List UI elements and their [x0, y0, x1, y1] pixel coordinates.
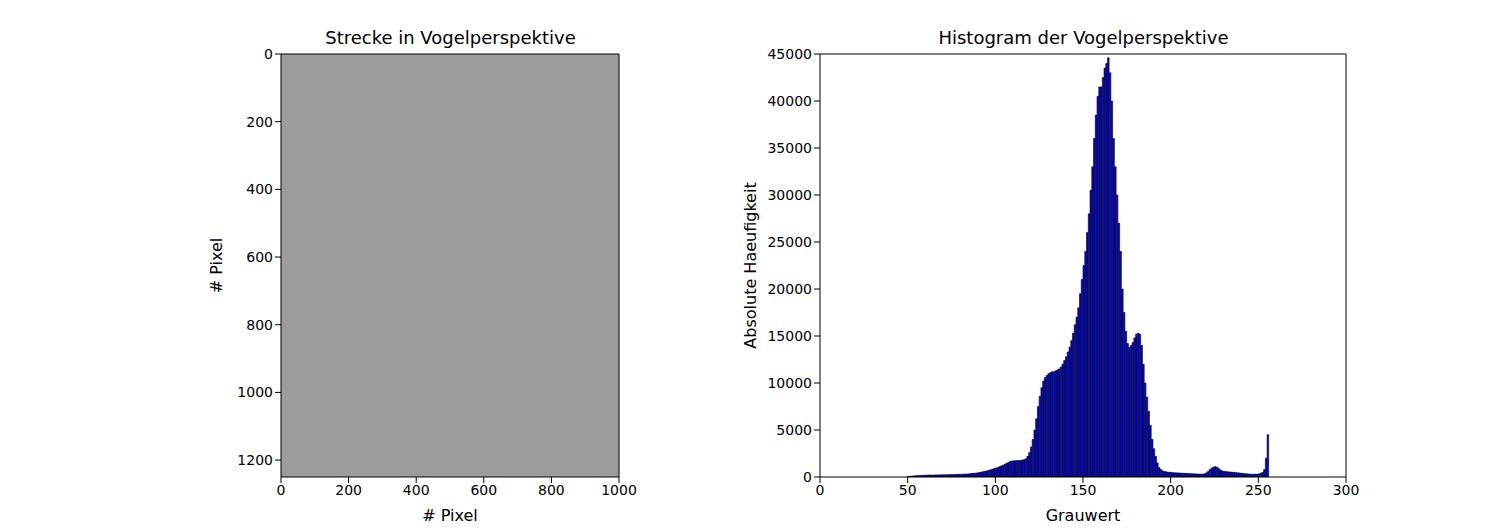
svg-text:800: 800 — [538, 482, 565, 498]
svg-text:200: 200 — [246, 114, 273, 130]
svg-text:600: 600 — [246, 249, 273, 265]
svg-text:400: 400 — [403, 482, 430, 498]
svg-text:150: 150 — [1070, 482, 1097, 498]
svg-text:10000: 10000 — [767, 375, 812, 391]
svg-text:45000: 45000 — [767, 46, 812, 62]
svg-text:0: 0 — [816, 482, 825, 498]
svg-text:50: 50 — [899, 482, 917, 498]
svg-text:30000: 30000 — [767, 187, 812, 203]
svg-text:200: 200 — [335, 482, 362, 498]
svg-text:# Pixel: # Pixel — [207, 238, 226, 294]
svg-text:5000: 5000 — [776, 422, 812, 438]
svg-text:600: 600 — [470, 482, 497, 498]
svg-text:800: 800 — [246, 317, 273, 333]
svg-text:1000: 1000 — [237, 384, 273, 400]
svg-text:1000: 1000 — [601, 482, 637, 498]
svg-text:40000: 40000 — [767, 93, 812, 109]
svg-text:0: 0 — [264, 46, 273, 62]
svg-text:20000: 20000 — [767, 281, 812, 297]
svg-text:100: 100 — [982, 482, 1009, 498]
svg-text:1200: 1200 — [237, 452, 273, 468]
svg-text:15000: 15000 — [767, 328, 812, 344]
svg-text:Grauwert: Grauwert — [1046, 506, 1121, 525]
svg-text:35000: 35000 — [767, 140, 812, 156]
svg-text:250: 250 — [1245, 482, 1272, 498]
html-text:Histogram der Vogelperspektive: Histogram der Vogelperspektive — [938, 27, 1229, 48]
svg-text:# Pixel: # Pixel — [422, 506, 478, 525]
svg-text:400: 400 — [246, 181, 273, 197]
svg-text:0: 0 — [277, 482, 286, 498]
svg-text:300: 300 — [1333, 482, 1360, 498]
svg-text:0: 0 — [803, 469, 812, 485]
svg-text:200: 200 — [1157, 482, 1184, 498]
svg-text:25000: 25000 — [767, 234, 812, 250]
svg-text:Absolute Haeufigkeit: Absolute Haeufigkeit — [741, 182, 760, 348]
html-text:Strecke in Vogelperspektive: Strecke in Vogelperspektive — [325, 27, 576, 48]
